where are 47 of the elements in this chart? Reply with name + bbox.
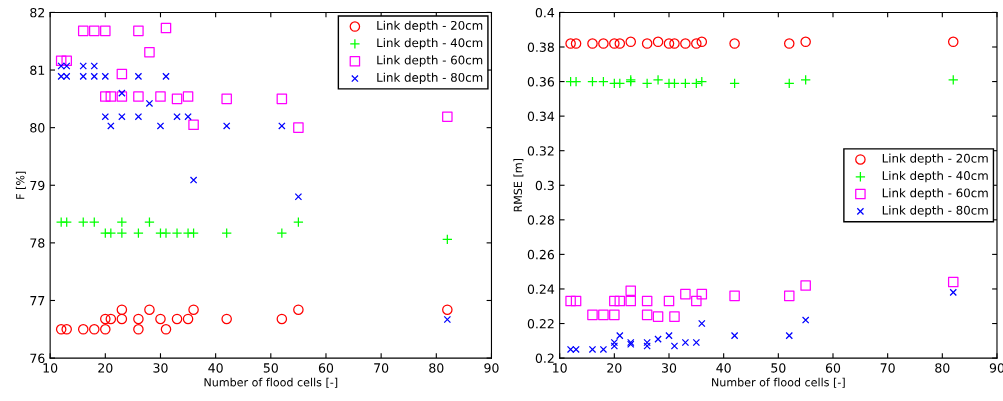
y-tick-label: 82	[30, 7, 45, 18]
x-tick-label: 60	[318, 363, 334, 373]
y-axis-title: RMSE [m]	[513, 159, 524, 212]
y-tick-label: 0.38	[527, 42, 554, 52]
legend-label: Link depth - 20cm	[377, 20, 483, 33]
x-tick-label: 50	[771, 363, 786, 373]
x-tick-label: 60	[825, 363, 841, 373]
legend-label: Link depth - 40cm	[377, 38, 483, 50]
y-tick-label: 78	[30, 238, 45, 248]
y-tick-label: 0.26	[527, 249, 555, 260]
x-tick-label: 30	[662, 363, 677, 373]
y-tick-label: 80	[30, 123, 45, 133]
y-tick-label: 0.36	[527, 77, 555, 87]
x-tick-label: 40	[208, 363, 223, 373]
y-tick-label: 76	[30, 353, 45, 364]
y-tick-label: 81	[30, 65, 45, 75]
legend-label: Link depth - 80cm	[377, 72, 483, 85]
x-tick-label: 40	[716, 363, 731, 373]
y-tick-label: 0.2	[535, 353, 554, 364]
x-axis-title: Number of flood cells [-]	[712, 377, 845, 388]
x-tick-label: 80	[935, 363, 950, 373]
y-tick-label: 79	[30, 180, 45, 191]
y-tick-label: 0.28	[527, 215, 554, 225]
y-tick-label: 0.3	[535, 180, 554, 191]
x-tick-label: 80	[429, 363, 444, 373]
x-tick-label: 90	[484, 363, 499, 373]
legend-label: Link depth - 60cm	[882, 188, 988, 200]
y-tick-label: 77	[30, 296, 45, 306]
x-tick-label: 30	[153, 363, 168, 373]
legend-label: Link depth - 80cm	[882, 205, 988, 217]
y-tick-label: 0.4	[535, 7, 555, 18]
x-tick-label: 10	[553, 363, 567, 373]
x-tick-label: 20	[607, 363, 622, 373]
legend-label: Link depth - 40cm	[882, 170, 988, 183]
y-tick-label: 0.32	[527, 146, 554, 156]
x-tick-label: 10	[43, 363, 58, 373]
x-tick-label: 70	[374, 363, 389, 373]
legend-label: Link depth - 20cm	[882, 153, 988, 165]
y-axis-title: F [%]	[15, 171, 26, 199]
y-tick-label: 0.24	[527, 284, 555, 294]
y-tick-label: 0.22	[527, 319, 554, 329]
x-tick-label: 50	[263, 363, 278, 373]
x-tick-label: 20	[98, 363, 113, 373]
x-axis-title: Number of flood cells [-]	[204, 377, 338, 388]
y-tick-label: 0.34	[527, 111, 555, 122]
legend-label: Link depth - 60cm	[377, 55, 483, 67]
x-tick-label: 70	[880, 363, 895, 373]
